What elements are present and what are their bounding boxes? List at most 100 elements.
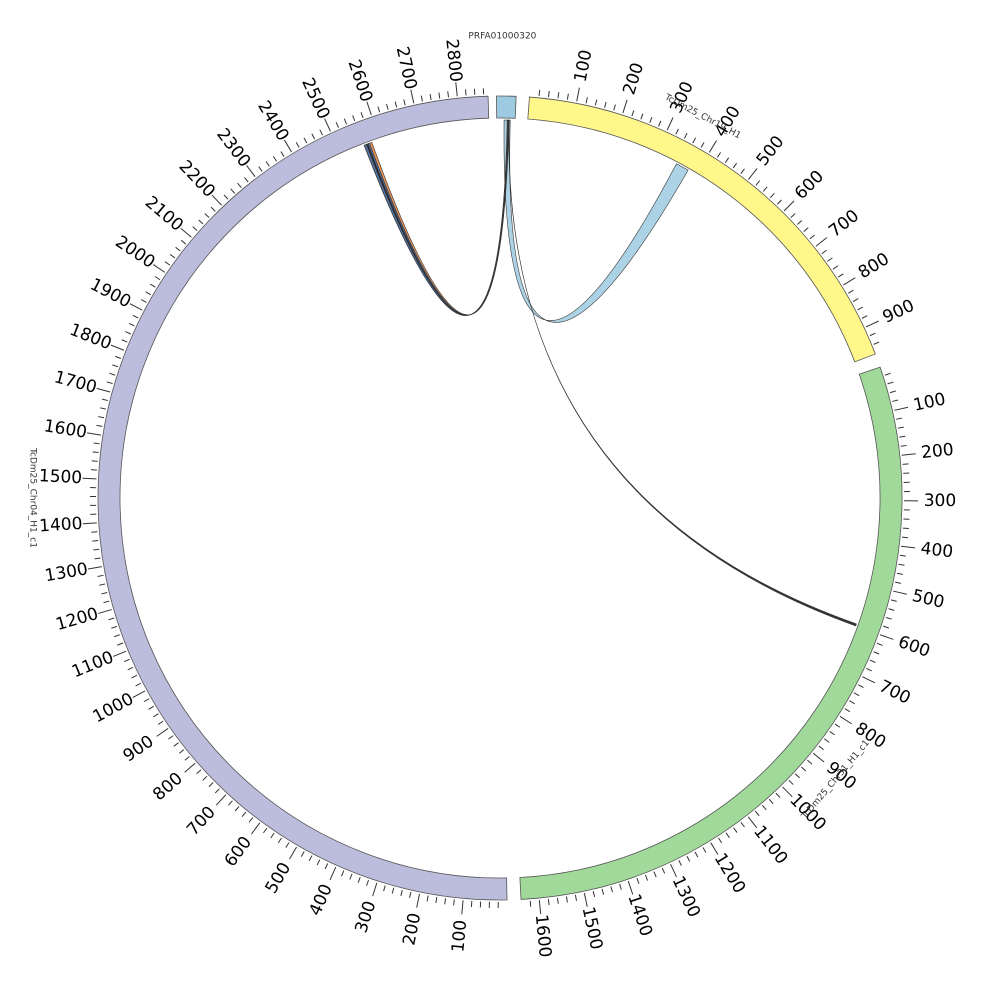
major-tick xyxy=(215,794,227,806)
minor-tick xyxy=(285,842,290,848)
major-tick xyxy=(87,432,102,436)
minor-tick xyxy=(884,372,891,376)
minor-tick xyxy=(173,742,179,747)
tick-label: 1700 xyxy=(52,367,99,398)
minor-tick xyxy=(740,168,745,174)
tick-label: 900 xyxy=(120,731,158,766)
minor-tick xyxy=(97,574,104,577)
minor-tick xyxy=(135,682,142,687)
minor-tick xyxy=(574,894,578,901)
minor-tick xyxy=(248,817,254,823)
major-tick xyxy=(251,822,261,835)
minor-tick xyxy=(426,895,429,902)
minor-tick xyxy=(547,899,550,906)
minor-tick xyxy=(718,837,723,844)
segment-tcdm25-chr19-h1[interactable] xyxy=(527,96,876,363)
minor-tick xyxy=(241,811,247,818)
minor-tick xyxy=(108,617,115,621)
tick-label: 700 xyxy=(183,802,220,839)
tick-label: 2700 xyxy=(392,45,421,92)
minor-tick xyxy=(640,113,644,120)
minor-tick xyxy=(797,220,803,225)
minor-tick xyxy=(788,780,794,785)
minor-tick xyxy=(214,788,220,794)
tick-label: 1300 xyxy=(43,559,89,586)
minor-tick xyxy=(887,381,894,385)
link-ribbon[interactable] xyxy=(363,119,509,316)
segment-tcdm25-chr04-h1-c1[interactable] xyxy=(97,95,508,901)
link-ribbon[interactable] xyxy=(508,119,857,627)
minor-tick xyxy=(631,110,635,117)
minor-tick xyxy=(898,563,905,566)
minor-tick xyxy=(725,832,730,839)
minor-tick xyxy=(857,306,864,311)
tick-label: 2500 xyxy=(297,75,333,123)
minor-tick xyxy=(566,93,569,100)
minor-tick xyxy=(653,871,657,878)
tick-label: 1600 xyxy=(531,913,555,958)
major-tick xyxy=(96,387,111,393)
minor-tick xyxy=(280,151,285,157)
major-tick xyxy=(901,545,916,549)
major-tick xyxy=(110,344,125,351)
minor-tick xyxy=(613,104,616,111)
major-tick xyxy=(666,117,674,131)
major-tick xyxy=(289,846,297,860)
minor-tick xyxy=(724,157,730,163)
minor-tick xyxy=(148,705,155,710)
major-tick xyxy=(893,590,907,595)
link-ribbon[interactable] xyxy=(503,119,689,323)
minor-tick xyxy=(210,206,216,212)
link-ribbon[interactable] xyxy=(366,119,509,316)
tick-label: 500 xyxy=(910,586,946,613)
tick-label: 800 xyxy=(149,769,187,805)
segment-prfa01000320[interactable] xyxy=(496,95,517,119)
minor-tick xyxy=(896,417,903,420)
major-tick xyxy=(329,866,337,881)
minor-tick xyxy=(869,659,876,663)
minor-tick xyxy=(366,879,369,886)
minor-tick xyxy=(832,265,839,270)
minor-tick xyxy=(649,117,653,123)
tick-label: 1000 xyxy=(90,689,138,727)
major-tick xyxy=(324,118,331,132)
minor-tick xyxy=(803,227,809,233)
minor-tick xyxy=(192,226,198,231)
minor-tick xyxy=(352,115,356,122)
minor-tick xyxy=(168,735,174,740)
minor-tick xyxy=(435,896,438,904)
major-tick xyxy=(862,676,876,684)
minor-tick xyxy=(885,616,892,620)
minor-tick xyxy=(834,723,841,728)
minor-tick xyxy=(265,161,270,167)
link-ribbon[interactable] xyxy=(363,119,510,316)
minor-tick xyxy=(99,407,107,410)
minor-tick xyxy=(775,792,781,798)
minor-tick xyxy=(169,254,176,259)
minor-tick xyxy=(128,322,135,327)
minor-tick xyxy=(678,860,682,866)
minor-tick xyxy=(732,162,738,169)
minor-tick xyxy=(145,291,152,296)
minor-tick xyxy=(538,89,541,96)
minor-tick xyxy=(98,416,105,419)
minor-tick xyxy=(548,90,550,97)
tick-label: 2800 xyxy=(441,38,465,83)
major-tick xyxy=(894,406,909,411)
major-tick xyxy=(461,900,464,915)
major-tick xyxy=(455,82,458,97)
minor-tick xyxy=(121,339,128,343)
tick-label: 1500 xyxy=(578,905,607,951)
minor-tick xyxy=(853,692,860,697)
minor-tick xyxy=(619,883,622,890)
minor-tick xyxy=(610,886,613,893)
minor-tick xyxy=(821,249,827,255)
minor-tick xyxy=(263,827,268,834)
minor-tick xyxy=(592,890,596,898)
minor-tick xyxy=(447,91,450,98)
minor-tick xyxy=(303,137,308,144)
minor-tick xyxy=(295,142,300,148)
major-tick xyxy=(865,320,879,328)
segment-tcdm25-chr31-h1-c1[interactable] xyxy=(519,366,903,900)
